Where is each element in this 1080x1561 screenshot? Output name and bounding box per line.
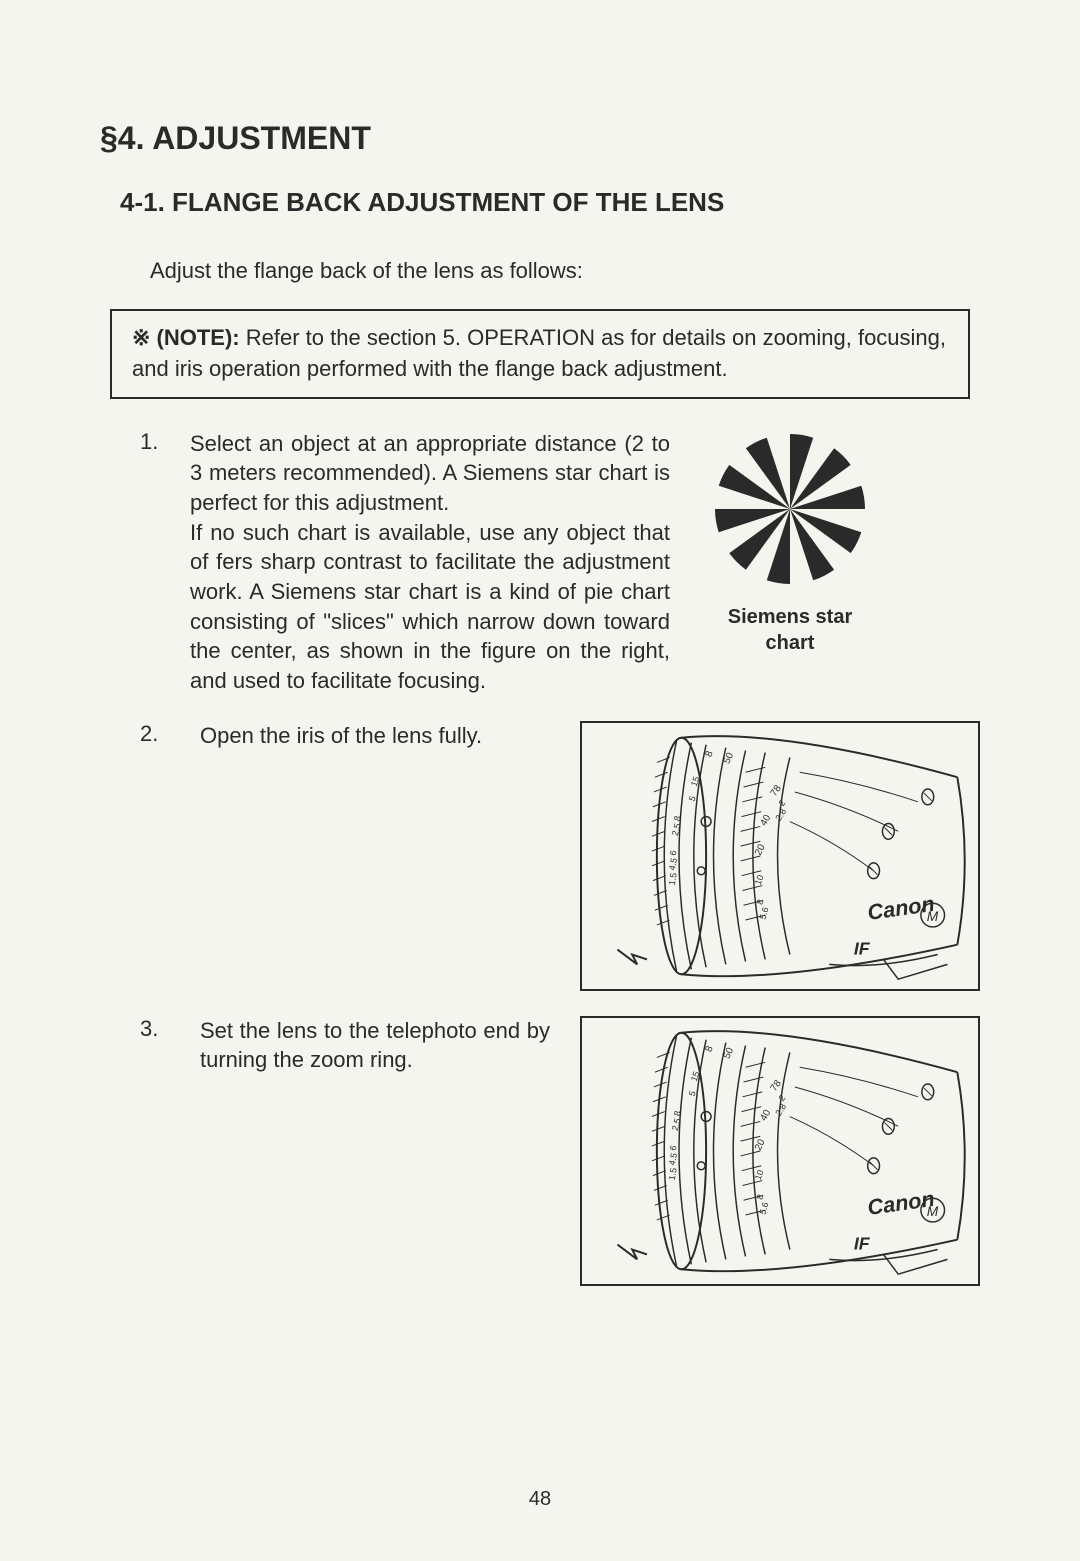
svg-text:10: 10: [753, 1168, 766, 1181]
svg-text:50: 50: [722, 1045, 737, 1060]
svg-text:5.6: 5.6: [758, 1201, 771, 1216]
intro-text: Adjust the flange back of the lens as fo…: [150, 258, 980, 284]
svg-text:4.5: 4.5: [667, 1152, 679, 1166]
svg-text:20: 20: [753, 1137, 768, 1152]
lens-diagram-1: 8 50 15 5 8 2.5 6 4.5 1.5 78 40 20 10 8 …: [580, 721, 980, 991]
lens-diagram-2: 8 50 15 5 8 2.5 6 4.5 1.5 78 40 20 10 8 …: [580, 1016, 980, 1286]
svg-text:6: 6: [668, 849, 679, 856]
step-1-text: Select an object at an appropriate dista…: [190, 429, 670, 696]
svg-text:50: 50: [722, 750, 737, 765]
svg-text:M: M: [927, 1204, 939, 1219]
svg-text:2.5: 2.5: [670, 1117, 683, 1132]
svg-text:8: 8: [704, 1044, 716, 1053]
svg-text:2.8: 2.8: [773, 1102, 788, 1118]
step-3-row: 3. Set the lens to the telephoto end by …: [140, 1016, 980, 1286]
step-1-row: 1. Select an object at an appropriate di…: [140, 429, 980, 696]
svg-text:8: 8: [704, 749, 716, 758]
section-title: §4. ADJUSTMENT: [100, 120, 980, 157]
siemens-star-icon: [710, 429, 870, 589]
step-3-text: Set the lens to the telephoto end by tur…: [200, 1016, 550, 1075]
svg-text:2.8: 2.8: [773, 807, 788, 823]
svg-text:6: 6: [668, 1144, 679, 1151]
step-3-num: 3.: [140, 1016, 170, 1075]
siemens-caption: Siemens star chart: [700, 604, 880, 656]
svg-text:10: 10: [753, 873, 766, 886]
svg-text:Canon: Canon: [866, 1186, 936, 1220]
step-1-num: 1.: [140, 429, 170, 696]
svg-text:5.6: 5.6: [758, 906, 771, 921]
step-2-text: Open the iris of the lens fully.: [200, 721, 550, 751]
svg-text:40: 40: [758, 812, 773, 827]
subsection-title: 4-1. FLANGE BACK ADJUSTMENT OF THE LENS: [120, 187, 980, 218]
svg-text:2.5: 2.5: [670, 822, 683, 837]
svg-text:40: 40: [758, 1107, 773, 1122]
siemens-star-figure: Siemens star chart: [700, 429, 880, 656]
page-number: 48: [529, 1488, 551, 1511]
svg-text:20: 20: [753, 842, 768, 857]
step-2-row: 2. Open the iris of the lens fully.: [140, 721, 980, 991]
svg-text:5: 5: [687, 1089, 698, 1097]
svg-text:4.5: 4.5: [667, 857, 679, 871]
note-box: ※ (NOTE): Refer to the section 5. OPERAT…: [110, 309, 970, 399]
note-label: ※ (NOTE):: [132, 325, 240, 350]
step-2-num: 2.: [140, 721, 170, 751]
svg-text:M: M: [927, 909, 939, 924]
note-text: Refer to the section 5. OPERATION as for…: [132, 325, 946, 381]
svg-text:IF: IF: [854, 1233, 871, 1253]
svg-text:IF: IF: [854, 938, 871, 958]
svg-text:5: 5: [687, 794, 698, 802]
svg-text:1.5: 1.5: [667, 872, 679, 886]
svg-text:Canon: Canon: [866, 891, 936, 925]
svg-text:1.5: 1.5: [667, 1167, 679, 1181]
